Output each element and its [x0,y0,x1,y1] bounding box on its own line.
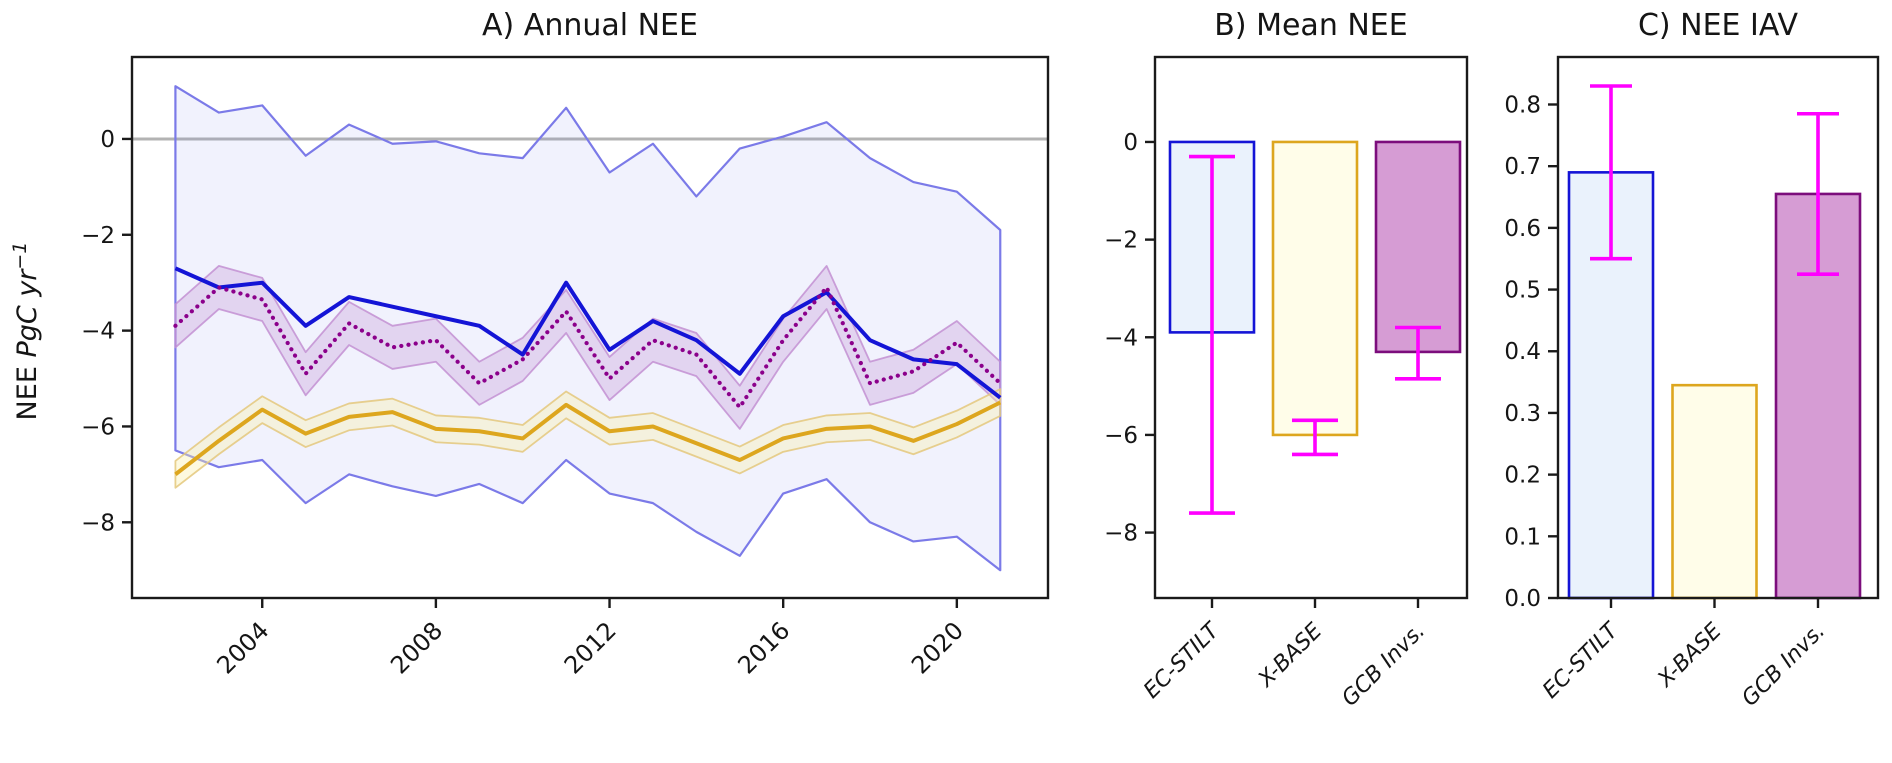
ec-stilt-line [174,266,1002,400]
panel-a-ytick-label: −6 [81,414,115,440]
panel-a-ytick-label: −4 [81,319,115,345]
panel-b-xtick-label: X-BASE [1253,618,1327,692]
panel-a-frame [130,55,1050,600]
panel-c-ytick-label: 0.0 [1504,586,1541,612]
panel-c-ytick-label: 0.8 [1504,92,1541,118]
panel-b-xtick-label: GCB Invs. [1337,619,1430,712]
panel-b-ytick-label: −6 [1104,423,1138,449]
panel-b-bar-X-BASE [1271,140,1359,437]
panel-a-xtick-label: 2020 [906,616,969,679]
panel-c-ytick-label: 0.5 [1504,278,1541,304]
panel-c-xtick-label: EC-STILT [1538,617,1624,703]
y-axis-label: NEE PgC yr−1 [9,151,43,511]
x-base-line [174,400,1002,476]
panel-b-ytick-label: −2 [1104,228,1138,254]
panel-a-xtick-label: 2016 [732,616,795,679]
panel-c-ytick-label: 0.7 [1504,154,1541,180]
y-axis-label-units: PgC yr [12,269,43,358]
panel-b-ytick-label: −4 [1104,325,1138,351]
panel-c-xtick-label: GCB Invs. [1737,619,1830,712]
panel-b-ytick-label: 0 [1123,130,1138,156]
panel-b-frame [1153,55,1469,600]
panel-c-title: C) NEE IAV [1637,8,1799,43]
panel-b-title: B) Mean NEE [1214,8,1408,43]
panel-a-xtick-label: 2004 [211,616,274,679]
panel-a-xtick-label: 2012 [559,616,622,679]
panel-b-bar-GCB Invs. [1374,140,1462,354]
panel-b-xtick-label: EC-STILT [1139,617,1225,703]
panel-c-ytick-label: 0.3 [1504,401,1541,427]
panel-a-ytick-label: −8 [81,510,115,536]
panel-c-ytick-label: 0.6 [1504,216,1541,242]
panel-a-xtick-label: 2008 [385,616,448,679]
panel-c-ytick-label: 0.1 [1504,524,1541,550]
panel-a-title: A) Annual NEE [482,8,698,43]
panel-c-xtick-label: X-BASE [1652,618,1726,692]
panel-c-bar-X-BASE [1671,383,1758,600]
panel-c-ytick-label: 0.2 [1504,463,1541,489]
panel-a-ytick-label: −2 [81,223,115,249]
panel-c-ytick-label: 0.4 [1504,339,1541,365]
panel-a-ytick-label: 0 [100,127,115,153]
y-axis-label-prefix: NEE [12,357,43,421]
panel-c-frame [1556,55,1880,600]
y-axis-label-exponent: −1 [9,241,31,270]
panel-b-ytick-label: −8 [1104,521,1138,547]
